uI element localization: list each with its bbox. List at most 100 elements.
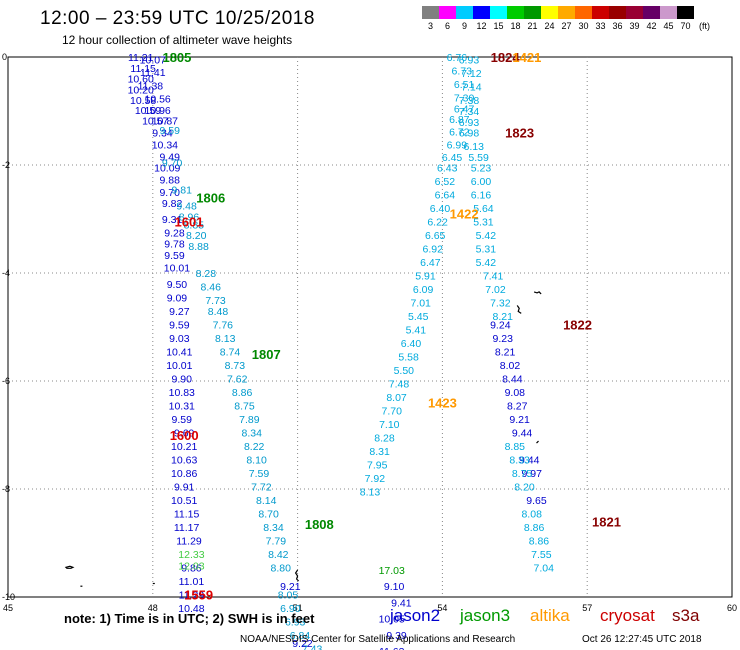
wave-height-value: 9.09 bbox=[167, 292, 188, 304]
pass-time-label: 1805 bbox=[162, 50, 191, 65]
wave-height-value: 8.34 bbox=[242, 427, 263, 439]
wave-height-value: 9.81 bbox=[172, 184, 193, 196]
wave-height-value: 11.17 bbox=[174, 522, 200, 534]
wave-height-value: 10.21 bbox=[171, 441, 197, 453]
wave-height-value: 10.86 bbox=[171, 468, 197, 480]
wave-height-value: 8.74 bbox=[220, 346, 241, 358]
pass-time-label: 1821 bbox=[592, 514, 621, 529]
wave-height-value: 5.42 bbox=[476, 230, 497, 242]
wave-height-value: 10.09 bbox=[154, 163, 180, 175]
wave-height-value: 9.23 bbox=[493, 333, 514, 345]
wave-height-value: 9.50 bbox=[167, 279, 188, 291]
wave-height-value: 11.29 bbox=[179, 589, 205, 601]
color-tick-label: 12 bbox=[476, 21, 487, 31]
wave-height-value: 9.08 bbox=[505, 387, 526, 399]
wave-height-value: 10.87 bbox=[152, 116, 178, 128]
wave-height-value: 7.41 bbox=[483, 271, 504, 283]
wave-height-value: 9.21 bbox=[280, 581, 301, 593]
wave-height-value: 10.48 bbox=[178, 603, 204, 615]
wave-height-value: 9.27 bbox=[169, 306, 190, 318]
wave-height-value: 6.45 bbox=[442, 152, 463, 164]
color-tick-label: 15 bbox=[493, 21, 504, 31]
wave-height-value: 5.23 bbox=[471, 163, 492, 175]
y-tick-label: 0 bbox=[2, 52, 7, 62]
wave-height-value: 7.10 bbox=[379, 419, 400, 431]
wave-height-value: 9.34 bbox=[152, 128, 173, 140]
wave-height-value: 7.73 bbox=[205, 295, 226, 307]
wave-height-value: 5.58 bbox=[398, 352, 419, 364]
wave-height-value: 7.32 bbox=[490, 298, 511, 310]
color-swatch-27 bbox=[558, 6, 575, 19]
wave-height-value: 11.29 bbox=[176, 535, 202, 547]
wave-height-value: 6.16 bbox=[471, 190, 492, 202]
wave-height-value: 9.70 bbox=[162, 157, 183, 169]
color-swatch-30 bbox=[575, 6, 592, 19]
color-swatch-15 bbox=[490, 6, 507, 19]
island-outline bbox=[516, 305, 522, 314]
wave-height-value: 9.88 bbox=[159, 175, 180, 187]
wave-height-value: 9.70 bbox=[159, 187, 180, 199]
y-tick-label: -2 bbox=[2, 160, 10, 170]
pass-time-label: 1808 bbox=[305, 517, 334, 532]
wave-height-value: 7.79 bbox=[266, 535, 287, 547]
wave-height-value: 6.09 bbox=[413, 284, 434, 296]
wave-height-value: 6.13 bbox=[464, 141, 485, 153]
wave-height-value: 10.01 bbox=[164, 263, 190, 275]
wave-height-value: 9.10 bbox=[384, 581, 405, 593]
wave-height-value: 6.93 bbox=[459, 117, 480, 129]
wave-height-value: 5.45 bbox=[408, 311, 429, 323]
wave-height-value: 8.28 bbox=[196, 268, 217, 280]
color-swatch-6 bbox=[439, 6, 456, 19]
pass-time-label: 1806 bbox=[196, 190, 225, 205]
wave-height-value: 8.80 bbox=[270, 562, 291, 574]
wave-height-value: 8.75 bbox=[234, 400, 255, 412]
wave-height-value: 9.86 bbox=[181, 562, 202, 574]
map-title: 12:00 – 23:59 UTC 10/25/2018 bbox=[40, 8, 315, 29]
footer-credit: NOAA/NESDIS Center for Satellite Applica… bbox=[240, 634, 516, 645]
wave-height-value: 6.90 bbox=[280, 603, 301, 615]
color-swatch-33 bbox=[592, 6, 609, 19]
footer-timestamp: Oct 26 12:27:45 UTC 2018 bbox=[582, 634, 702, 645]
color-tick-label: 9 bbox=[461, 21, 467, 31]
color-swatch-3 bbox=[422, 6, 439, 19]
color-tick-label: 6 bbox=[444, 21, 450, 31]
wave-height-value: 8.13 bbox=[215, 333, 236, 345]
pass-time-label: 1559 bbox=[184, 587, 213, 602]
wave-height-value: 7.76 bbox=[213, 319, 234, 331]
wave-height-value: 8.21 bbox=[495, 346, 516, 358]
pass-time-label: 1823 bbox=[505, 126, 534, 141]
wave-height-value: 9.91 bbox=[174, 481, 195, 493]
wave-height-value: 8.85 bbox=[505, 441, 526, 453]
satellite-legend-jason3: jason3 bbox=[460, 606, 511, 625]
island-outline bbox=[64, 565, 75, 569]
color-swatch-21 bbox=[524, 6, 541, 19]
wave-height-value: 6.51 bbox=[454, 79, 475, 91]
wave-height-value: 5.59 bbox=[468, 152, 489, 164]
x-tick-label: 60 bbox=[727, 603, 737, 613]
wave-height-value: 8.86 bbox=[232, 387, 253, 399]
wave-height-value: 10.96 bbox=[144, 105, 170, 117]
wave-height-value: 8.02 bbox=[500, 360, 521, 372]
wave-height-value: 8.31 bbox=[369, 446, 390, 458]
color-swatch-36 bbox=[609, 6, 626, 19]
satellite-legend-jason2: jason2 bbox=[390, 606, 441, 625]
wave-height-value: 6.93 bbox=[285, 616, 306, 628]
wave-height-value: 10.51 bbox=[171, 495, 197, 507]
wave-height-value: 9.22 bbox=[292, 638, 313, 650]
wave-height-value: 10.60 bbox=[128, 74, 154, 86]
wave-height-value: 7.72 bbox=[251, 481, 272, 493]
color-tick-label: 18 bbox=[510, 21, 521, 31]
wave-height-value: 7.02 bbox=[485, 284, 506, 296]
wave-height-value: 7.30 bbox=[454, 93, 475, 105]
wave-height-value: 9.59 bbox=[159, 125, 180, 137]
wave-height-value: 7.70 bbox=[382, 406, 403, 418]
color-unit-label: (ft) bbox=[699, 21, 710, 31]
wave-height-value: 8.22 bbox=[244, 441, 265, 453]
wave-height-value: 8.20 bbox=[514, 481, 535, 493]
wave-height-value: 9.59 bbox=[172, 414, 193, 426]
color-swatch-70 bbox=[677, 6, 694, 19]
wave-height-value: 9.65 bbox=[526, 495, 547, 507]
color-tick-label: 27 bbox=[561, 21, 572, 31]
wave-height-value: 8.20 bbox=[186, 230, 207, 242]
wave-height-value: 6.92 bbox=[423, 244, 444, 256]
